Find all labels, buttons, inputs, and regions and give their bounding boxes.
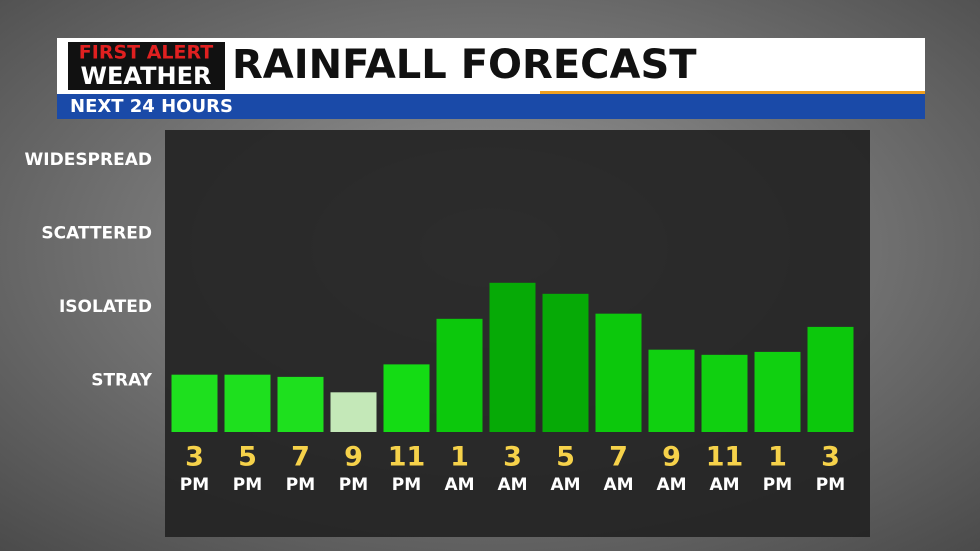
subtitle-bar <box>57 94 925 119</box>
x-tick-period: AM <box>444 475 474 495</box>
y-tick-label: SCATTERED <box>41 224 152 244</box>
bar <box>383 364 430 432</box>
x-tick-label: 7 <box>609 442 628 473</box>
logo-line2: WEATHER <box>81 62 212 90</box>
chart-subtitle: NEXT 24 HOURS <box>70 96 233 117</box>
x-tick-period: PM <box>392 475 421 495</box>
bar <box>171 374 218 432</box>
y-tick-label: ISOLATED <box>59 297 152 317</box>
x-tick-label: 3 <box>821 442 840 473</box>
accent-line <box>540 91 925 95</box>
bar <box>224 374 271 432</box>
bar <box>595 313 642 432</box>
x-tick-period: PM <box>816 475 845 495</box>
x-tick-label: 11 <box>388 442 426 473</box>
x-tick-label: 3 <box>185 442 204 473</box>
logo-box <box>68 42 225 90</box>
chart-title: RAINFALL FORECAST <box>232 42 697 88</box>
x-tick-period: AM <box>709 475 739 495</box>
x-tick-label: 9 <box>344 442 363 473</box>
y-tick-label: STRAY <box>91 371 152 391</box>
bar <box>436 318 483 432</box>
bar <box>542 293 589 432</box>
bar <box>701 354 748 432</box>
x-tick-period: PM <box>339 475 368 495</box>
x-tick-label: 5 <box>556 442 575 473</box>
x-tick-label: 11 <box>706 442 744 473</box>
bar <box>648 349 695 432</box>
x-tick-label: 7 <box>291 442 310 473</box>
bar <box>489 282 536 432</box>
x-tick-period: PM <box>180 475 209 495</box>
bar <box>277 376 324 432</box>
bar <box>330 392 377 432</box>
x-tick-label: 1 <box>768 442 787 473</box>
x-tick-label: 1 <box>450 442 469 473</box>
y-tick-label: WIDESPREAD <box>25 150 152 170</box>
x-tick-period: AM <box>497 475 527 495</box>
x-tick-label: 3 <box>503 442 522 473</box>
x-tick-period: AM <box>656 475 686 495</box>
x-tick-period: PM <box>286 475 315 495</box>
x-tick-label: 9 <box>662 442 681 473</box>
bar <box>807 326 854 432</box>
logo-line1: FIRST ALERT <box>79 42 214 64</box>
x-tick-period: AM <box>550 475 580 495</box>
bar <box>754 351 801 432</box>
x-tick-period: PM <box>763 475 792 495</box>
x-tick-period: PM <box>233 475 262 495</box>
x-tick-label: 5 <box>238 442 257 473</box>
x-tick-period: AM <box>603 475 633 495</box>
